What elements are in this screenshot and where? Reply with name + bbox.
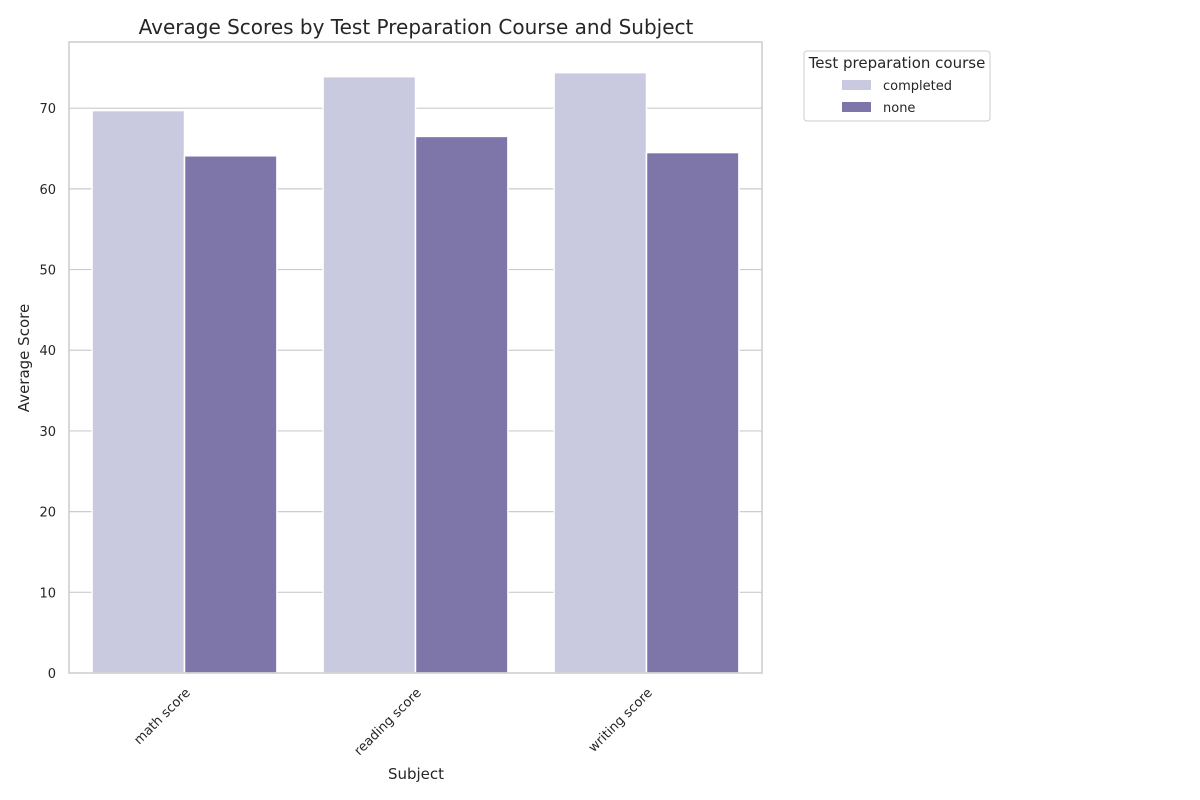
x-tick-label: reading score [352, 686, 425, 759]
legend-swatch-completed [842, 80, 871, 90]
y-tick-label: 20 [39, 506, 56, 521]
y-tick-label: 40 [39, 344, 56, 359]
y-tick-label: 0 [48, 667, 56, 682]
bar-completed-math-score [91, 109, 186, 674]
x-axis-ticks: math score reading score writing score [132, 686, 656, 759]
bar-none-math-score [183, 155, 278, 674]
x-tick-label: math score [132, 686, 194, 748]
legend-label-completed: completed [883, 79, 952, 94]
plot-area [68, 41, 763, 674]
bars [91, 71, 740, 674]
legend-title: Test preparation course [808, 54, 986, 72]
bar-none-writing-score [645, 151, 740, 674]
legend-items: completed none [842, 79, 952, 116]
legend-swatch-none [842, 102, 871, 112]
y-axis-label: Average Score [15, 304, 33, 412]
y-tick-label: 50 [39, 264, 56, 279]
bar-none-reading-score [414, 135, 509, 674]
bar-completed-writing-score [553, 71, 648, 674]
plot-frame [68, 41, 763, 674]
y-tick-label: 60 [39, 183, 56, 198]
bar-completed-reading-score [322, 75, 417, 674]
x-tick-label: writing score [586, 686, 656, 756]
legend-label-none: none [883, 101, 915, 116]
y-tick-label: 10 [39, 586, 56, 601]
y-tick-label: 70 [39, 102, 56, 117]
chart-title: Average Scores by Test Preparation Cours… [139, 15, 694, 39]
y-axis-ticks: 0 10 20 30 40 50 60 70 [39, 102, 56, 682]
legend: Test preparation course completed none [803, 50, 991, 122]
y-tick-label: 30 [39, 425, 56, 440]
x-axis-label: Subject [388, 765, 444, 783]
